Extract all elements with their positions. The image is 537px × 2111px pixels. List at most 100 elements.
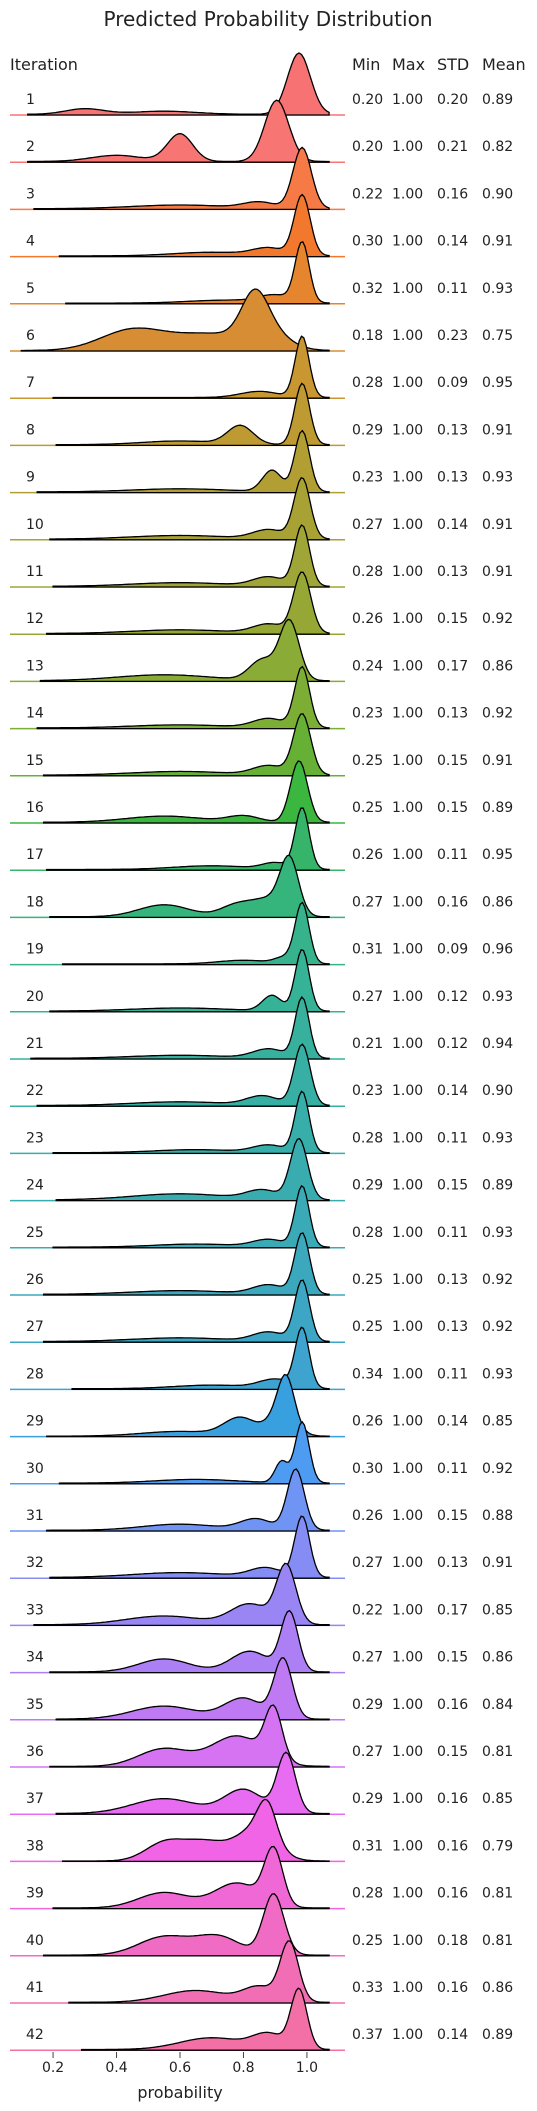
stat-min: 0.27 xyxy=(352,989,383,1005)
stat-min: 0.33 xyxy=(352,1980,383,1996)
stat-max: 1.00 xyxy=(392,1272,423,1288)
stat-mean: 0.96 xyxy=(482,942,513,958)
stat-std: 0.13 xyxy=(437,422,468,438)
stat-min: 0.27 xyxy=(352,894,383,910)
iteration-label: 21 xyxy=(26,1036,44,1052)
stat-max: 1.00 xyxy=(392,1319,423,1335)
stat-std: 0.11 xyxy=(437,281,468,297)
stat-max: 1.00 xyxy=(392,92,423,108)
iteration-label: 12 xyxy=(26,611,44,627)
stat-mean: 0.81 xyxy=(482,1933,513,1949)
ridge-row: 35 0.29 1.00 0.16 0.84 xyxy=(10,1657,513,1721)
ridge-row: 34 0.27 1.00 0.15 0.86 xyxy=(10,1609,513,1674)
iteration-label: 33 xyxy=(26,1602,44,1618)
iteration-label: 2 xyxy=(26,139,35,155)
stat-max: 1.00 xyxy=(392,706,423,722)
ridge-density xyxy=(33,1562,330,1627)
stat-std: 0.16 xyxy=(437,1791,468,1807)
iteration-label: 13 xyxy=(26,658,44,674)
mean-header: Mean xyxy=(482,55,526,74)
ridge-density xyxy=(46,571,330,635)
stat-min: 0.34 xyxy=(352,1366,383,1382)
iteration-label: 11 xyxy=(26,564,44,580)
stat-std: 0.13 xyxy=(437,1555,468,1571)
x-tick-label: 0.8 xyxy=(232,2060,254,2076)
ridge-density xyxy=(61,1798,330,1863)
ridge-density xyxy=(65,240,330,305)
stat-std: 0.16 xyxy=(437,1980,468,1996)
stat-max: 1.00 xyxy=(392,753,423,769)
stat-std: 0.15 xyxy=(437,1650,468,1666)
stat-mean: 0.92 xyxy=(482,1272,513,1288)
stat-max: 1.00 xyxy=(392,942,423,958)
stat-min: 0.30 xyxy=(352,1461,383,1477)
stat-min: 0.25 xyxy=(352,1319,383,1335)
iteration-label: 23 xyxy=(26,1130,44,1146)
iteration-label: 35 xyxy=(26,1697,44,1713)
iteration-label: 28 xyxy=(26,1366,44,1382)
stat-mean: 0.90 xyxy=(482,1083,513,1099)
stat-mean: 0.92 xyxy=(482,611,513,627)
ridge-row: 41 0.33 1.00 0.16 0.86 xyxy=(10,1940,513,2004)
x-axis: 0.2 0.4 0.6 0.8 1.0 xyxy=(42,2052,318,2076)
stat-mean: 0.93 xyxy=(482,1366,513,1382)
stat-mean: 0.86 xyxy=(482,1650,513,1666)
chart-title: Predicted Probability Distribution xyxy=(103,7,432,31)
stat-max: 1.00 xyxy=(392,1178,423,1194)
stat-max: 1.00 xyxy=(392,1980,423,1996)
stat-std: 0.14 xyxy=(437,2027,468,2043)
stat-std: 0.20 xyxy=(437,92,468,108)
stat-mean: 0.85 xyxy=(482,1602,513,1618)
stat-mean: 0.95 xyxy=(482,375,513,391)
stat-max: 1.00 xyxy=(392,1083,423,1099)
stat-std: 0.12 xyxy=(437,989,468,1005)
stat-std: 0.09 xyxy=(437,375,468,391)
ridge-density xyxy=(68,1940,330,2004)
stat-min: 0.32 xyxy=(352,281,383,297)
iteration-label: 15 xyxy=(26,753,44,769)
stat-mean: 0.85 xyxy=(482,1791,513,1807)
stat-mean: 0.92 xyxy=(482,1319,513,1335)
ridge-row: 18 0.27 1.00 0.16 0.86 xyxy=(10,854,513,919)
stat-max: 1.00 xyxy=(392,611,423,627)
stat-max: 1.00 xyxy=(392,1697,423,1713)
stat-mean: 0.89 xyxy=(482,800,513,816)
stat-std: 0.16 xyxy=(437,186,468,202)
ridge-row: 5 0.32 1.00 0.11 0.93 xyxy=(10,240,513,305)
stat-max: 1.00 xyxy=(392,1508,423,1524)
iteration-label: 38 xyxy=(26,1838,44,1854)
stat-max: 1.00 xyxy=(392,1791,423,1807)
ridge-row: 17 0.26 1.00 0.11 0.95 xyxy=(10,807,513,871)
stat-min: 0.28 xyxy=(352,375,383,391)
stat-std: 0.16 xyxy=(437,1886,468,1902)
stat-min: 0.28 xyxy=(352,1130,383,1146)
iteration-label: 32 xyxy=(26,1555,44,1571)
stat-max: 1.00 xyxy=(392,1130,423,1146)
stat-std: 0.13 xyxy=(437,470,468,486)
iteration-label: 8 xyxy=(26,422,35,438)
stat-std: 0.15 xyxy=(437,1744,468,1760)
stat-std: 0.15 xyxy=(437,753,468,769)
stat-min: 0.27 xyxy=(352,1650,383,1666)
stat-min: 0.30 xyxy=(352,234,383,250)
stat-min: 0.28 xyxy=(352,1225,383,1241)
stat-mean: 0.82 xyxy=(482,139,513,155)
iteration-label: 41 xyxy=(26,1980,44,1996)
stat-std: 0.16 xyxy=(437,1697,468,1713)
ridge-row: 37 0.29 1.00 0.16 0.85 xyxy=(10,1751,513,1815)
x-tick-label: 0.6 xyxy=(169,2060,191,2076)
stat-min: 0.29 xyxy=(352,1697,383,1713)
stat-min: 0.21 xyxy=(352,1036,383,1052)
ridge-density xyxy=(42,1893,330,1957)
stat-min: 0.26 xyxy=(352,1414,383,1430)
iteration-label: 24 xyxy=(26,1178,44,1194)
stat-mean: 0.86 xyxy=(482,894,513,910)
stat-std: 0.14 xyxy=(437,1414,468,1430)
iteration-label: 4 xyxy=(26,234,35,250)
stat-std: 0.16 xyxy=(437,894,468,910)
stat-max: 1.00 xyxy=(392,1744,423,1760)
stat-min: 0.29 xyxy=(352,422,383,438)
stat-std: 0.23 xyxy=(437,328,468,344)
stat-mean: 0.94 xyxy=(482,1036,513,1052)
